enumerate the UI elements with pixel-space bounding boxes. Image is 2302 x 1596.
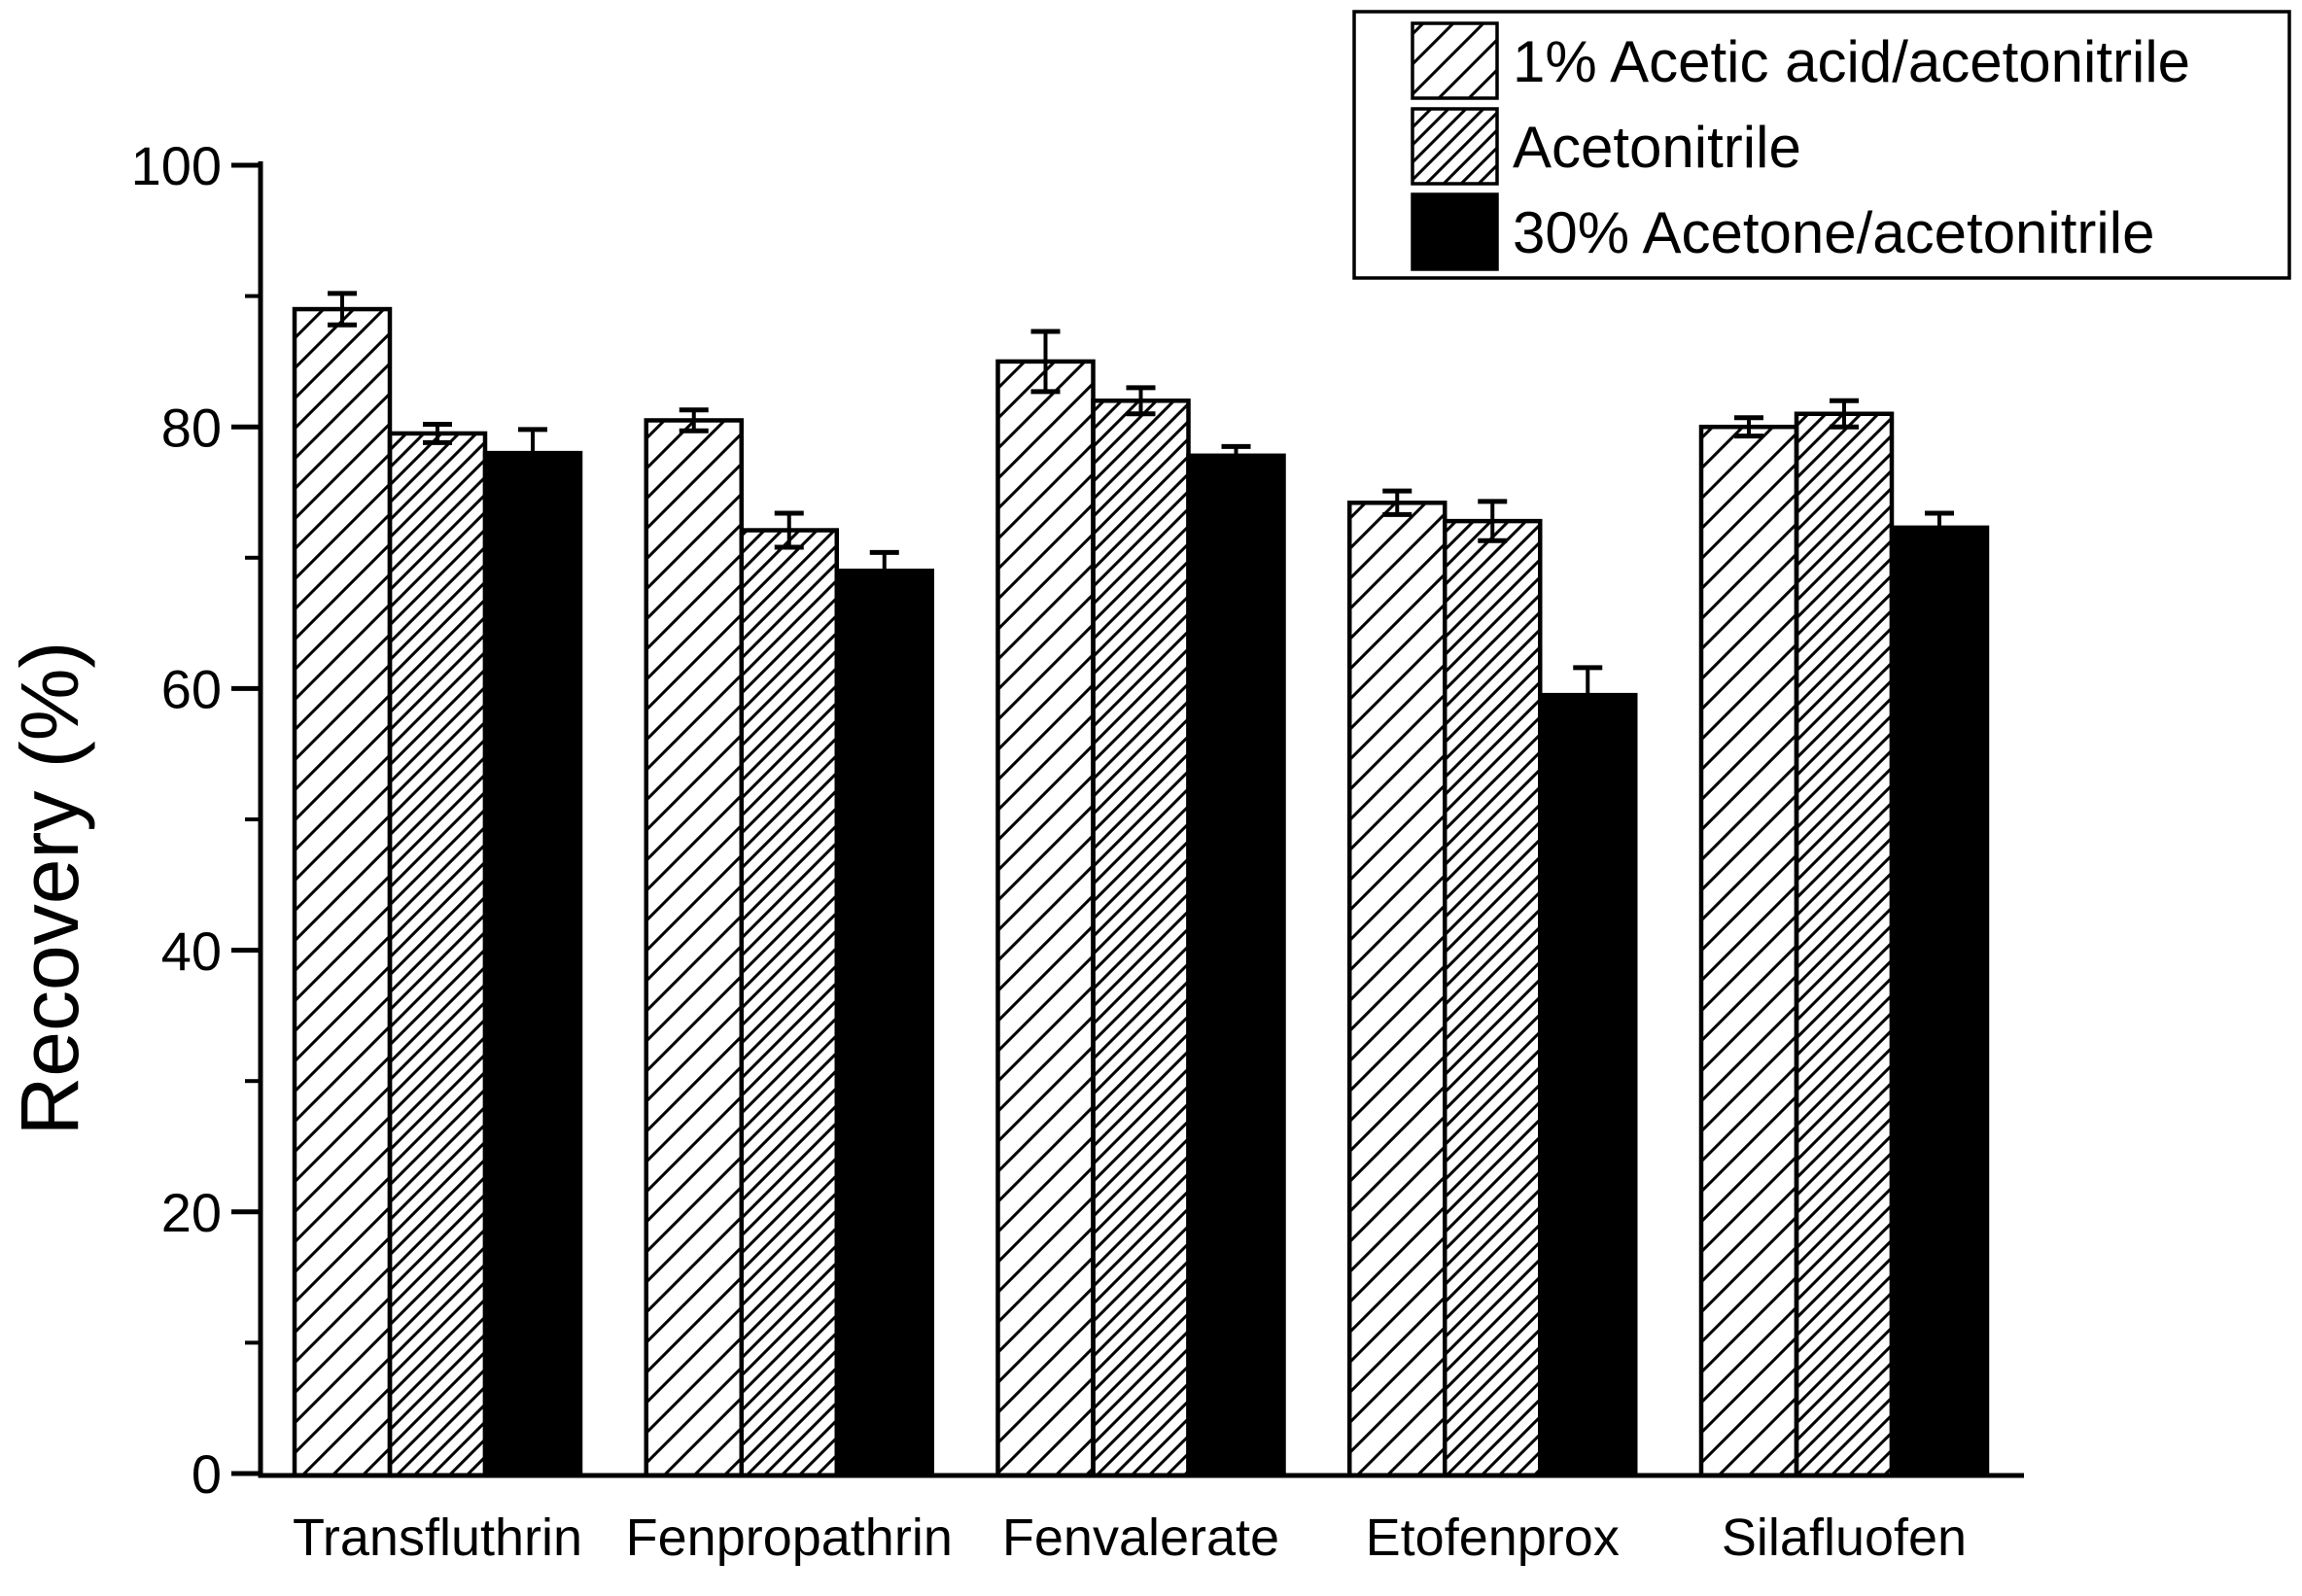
bar bbox=[1347, 501, 1447, 1478]
bar bbox=[1091, 399, 1191, 1478]
bar bbox=[1698, 424, 1799, 1478]
bar bbox=[1186, 453, 1286, 1478]
legend: 1% Acetic acid/acetonitrile Acetonitrile 3… bbox=[1352, 10, 2291, 280]
category-label: Transfluthrin bbox=[293, 1509, 582, 1567]
bar bbox=[1443, 518, 1543, 1478]
bar bbox=[739, 528, 839, 1478]
bar bbox=[995, 359, 1096, 1478]
category-label: Fenpropathrin bbox=[626, 1509, 953, 1567]
legend-swatch bbox=[1411, 21, 1499, 100]
y-axis-tick-labels: 0 20 40 60 80 100 bbox=[131, 135, 222, 1505]
bars bbox=[292, 306, 1990, 1478]
bar bbox=[292, 306, 393, 1478]
y-tick-label: 40 bbox=[161, 920, 222, 982]
bar bbox=[644, 418, 744, 1478]
legend-label: 30% Acetone/acetonitrile bbox=[1513, 200, 2154, 265]
y-axis-title: Recovery (%) bbox=[4, 642, 95, 1136]
category-label: Etofenprox bbox=[1366, 1509, 1620, 1567]
axes bbox=[231, 161, 2024, 1478]
legend-swatch bbox=[1411, 107, 1499, 186]
bar bbox=[834, 569, 934, 1478]
legend-box bbox=[1352, 10, 2291, 280]
y-tick-label: 80 bbox=[161, 397, 222, 458]
legend-label: 1% Acetic acid/acetonitrile bbox=[1513, 29, 2190, 94]
legend-label: Acetonitrile bbox=[1513, 115, 1801, 180]
bar bbox=[482, 450, 583, 1478]
y-tick-label: 20 bbox=[161, 1182, 222, 1243]
bar bbox=[1538, 692, 1638, 1478]
legend-swatch bbox=[1411, 192, 1499, 271]
bar bbox=[387, 431, 488, 1478]
bar bbox=[1889, 525, 1990, 1478]
y-tick-label: 100 bbox=[131, 135, 222, 196]
x-axis-category-labels: Transfluthrin Fenpropathrin Fenvalerate Eto… bbox=[293, 1509, 1967, 1567]
bar bbox=[1794, 411, 1895, 1478]
y-tick-label: 0 bbox=[192, 1443, 222, 1505]
y-tick-label: 60 bbox=[161, 659, 222, 720]
category-label: Fenvalerate bbox=[1002, 1509, 1279, 1567]
error-bars bbox=[328, 291, 1954, 725]
category-label: Silafluofen bbox=[1722, 1509, 1967, 1567]
